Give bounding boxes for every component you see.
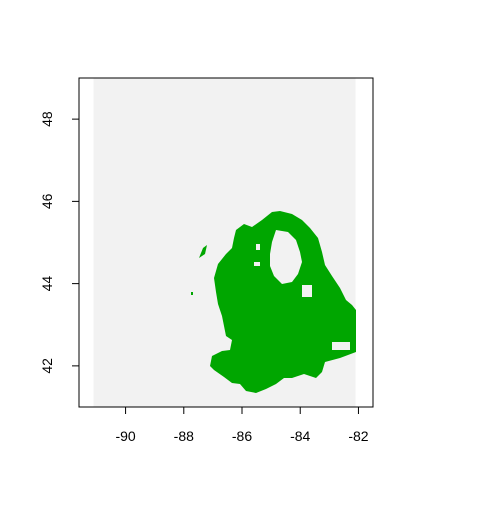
y-tick-label: 46 [39,193,55,209]
x-axis: -90 -88 -86 -84 -82 [115,406,369,444]
land-region [191,211,356,393]
x-tick-label: -84 [290,428,310,444]
y-axis: 42 44 46 48 [39,111,80,374]
land-fragment [199,245,207,258]
land-fragment [191,292,193,295]
x-tick-label: -90 [115,428,135,444]
x-tick-label: -88 [174,428,194,444]
x-tick-label: -86 [232,428,252,444]
y-tick-label: 48 [39,111,55,127]
y-tick-label: 44 [39,276,55,292]
y-tick-label: 42 [39,358,55,374]
lower-peninsula-land [210,211,356,393]
x-tick-label: -82 [348,428,368,444]
water-gaps [254,244,350,350]
